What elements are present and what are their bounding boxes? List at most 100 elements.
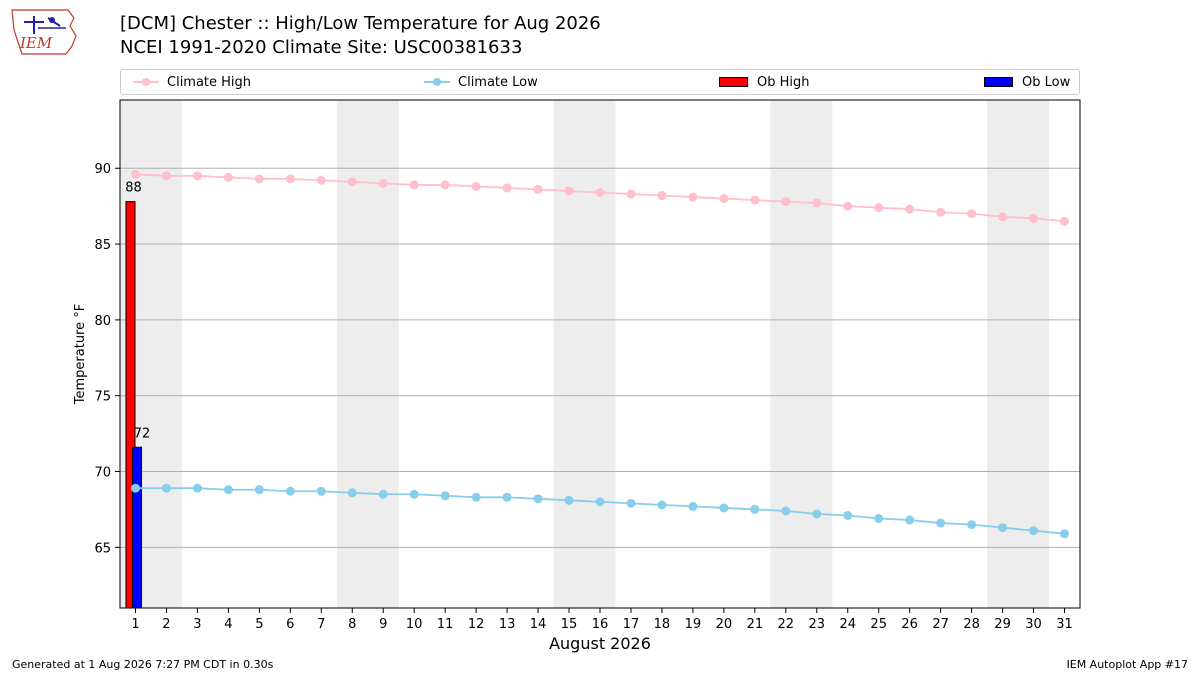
climate-low-point xyxy=(316,486,326,496)
climate-low-point xyxy=(874,514,884,524)
legend-line-marker-icon xyxy=(424,78,450,86)
climate-low-point xyxy=(998,523,1008,533)
x-tick-label: 11 xyxy=(437,617,454,632)
y-tick-label: 70 xyxy=(94,466,111,481)
x-tick-label: 5 xyxy=(255,617,263,632)
x-tick-label: 19 xyxy=(685,617,702,632)
climate-low-point xyxy=(781,506,791,516)
x-tick-label: 28 xyxy=(963,617,980,632)
ob-low-label: 72 xyxy=(134,426,151,441)
legend-item-climate-high: Climate High xyxy=(133,70,251,94)
chart-title: [DCM] Chester :: High/Low Temperature fo… xyxy=(120,13,601,34)
climate-high-point xyxy=(564,186,574,196)
chart-subtitle: NCEI 1991-2020 Climate Site: USC00381633 xyxy=(120,37,523,58)
weekend-band xyxy=(553,100,616,608)
legend-label: Climate High xyxy=(167,74,252,90)
climate-high-point xyxy=(533,184,543,194)
legend-line-marker-icon xyxy=(133,78,159,86)
climate-high-point xyxy=(161,171,171,181)
x-tick-label: 16 xyxy=(592,617,609,632)
climate-high-point xyxy=(905,204,915,214)
climate-high-point xyxy=(657,191,667,201)
legend-label: Ob Low xyxy=(1022,74,1071,90)
climate-low-point xyxy=(595,497,605,507)
legend-item-climate-low: Climate Low xyxy=(424,70,538,94)
climate-low-point xyxy=(471,492,481,502)
climate-high-point xyxy=(595,188,605,198)
x-tick-label: 2 xyxy=(162,617,170,632)
y-tick-label: 90 xyxy=(94,162,111,177)
legend-box-icon xyxy=(984,77,1013,87)
climate-high-point xyxy=(316,175,326,185)
y-axis-label: Temperature °F xyxy=(73,304,88,405)
climate-low-point xyxy=(161,483,171,493)
climate-high-point xyxy=(130,169,140,179)
legend-box-icon xyxy=(719,77,748,87)
iem-logo: IEM xyxy=(8,6,82,60)
x-axis-label: August 2026 xyxy=(549,634,651,653)
climate-low-point xyxy=(130,483,140,493)
climate-low-point xyxy=(719,503,729,513)
climate-low-point xyxy=(502,492,512,502)
x-tick-label: 14 xyxy=(530,617,547,632)
climate-low-point xyxy=(657,500,667,510)
legend-label: Ob High xyxy=(757,74,810,90)
climate-low-point xyxy=(285,486,295,496)
logo-text: IEM xyxy=(19,34,53,52)
climate-high-point xyxy=(192,171,202,181)
climate-high-point xyxy=(936,207,946,217)
y-tick-label: 75 xyxy=(94,390,111,405)
x-tick-label: 15 xyxy=(561,617,578,632)
legend-item-ob-low: Ob Low xyxy=(984,70,1070,94)
climate-high-point xyxy=(967,209,977,219)
x-tick-label: 26 xyxy=(901,617,918,632)
y-tick-label: 65 xyxy=(94,541,111,556)
x-tick-label: 1 xyxy=(131,617,139,632)
climate-high-point xyxy=(781,197,791,207)
weekend-band xyxy=(987,100,1050,608)
weekend-band xyxy=(336,100,399,608)
climate-high-point xyxy=(688,192,698,202)
climate-high-point xyxy=(626,189,636,199)
climate-low-point xyxy=(967,520,977,530)
x-tick-label: 3 xyxy=(193,617,201,632)
climate-high-point xyxy=(378,178,388,188)
x-tick-label: 13 xyxy=(499,617,516,632)
app-id: IEM Autoplot App #17 xyxy=(1066,658,1189,671)
ob-low-bar xyxy=(131,446,142,609)
generated-timestamp: Generated at 1 Aug 2026 7:27 PM CDT in 0… xyxy=(12,658,274,671)
climate-high-point xyxy=(254,174,264,184)
x-tick-label: 27 xyxy=(932,617,949,632)
climate-low-point xyxy=(1060,529,1070,539)
climate-high-point xyxy=(1060,216,1070,226)
climate-high-point xyxy=(1029,213,1039,223)
climate-low-point xyxy=(626,498,636,508)
x-tick-label: 24 xyxy=(839,617,856,632)
climate-high-point xyxy=(409,180,419,190)
climate-low-point xyxy=(533,494,543,504)
climate-low-point xyxy=(440,491,450,501)
x-tick-label: 4 xyxy=(224,617,232,632)
x-tick-label: 22 xyxy=(778,617,795,632)
climate-low-point xyxy=(223,485,233,495)
climate-high-point xyxy=(812,198,822,208)
y-tick-label: 80 xyxy=(94,314,111,329)
x-tick-label: 20 xyxy=(716,617,733,632)
weekend-band xyxy=(770,100,833,608)
climate-high-point xyxy=(874,203,884,213)
climate-low-point xyxy=(409,489,419,499)
x-tick-label: 6 xyxy=(286,617,294,632)
x-tick-label: 31 xyxy=(1056,617,1073,632)
climate-low-point xyxy=(936,518,946,528)
climate-low-point xyxy=(905,515,915,525)
climate-high-point xyxy=(998,212,1008,222)
x-tick-label: 30 xyxy=(1025,617,1042,632)
climate-high-point xyxy=(347,177,357,187)
climate-low-point xyxy=(688,501,698,511)
climate-low-point xyxy=(750,504,760,514)
climate-high-point xyxy=(440,180,450,190)
climate-low-point xyxy=(843,510,853,520)
y-tick-label: 85 xyxy=(94,238,111,253)
ob-high-label: 88 xyxy=(125,181,142,196)
x-tick-label: 29 xyxy=(994,617,1011,632)
